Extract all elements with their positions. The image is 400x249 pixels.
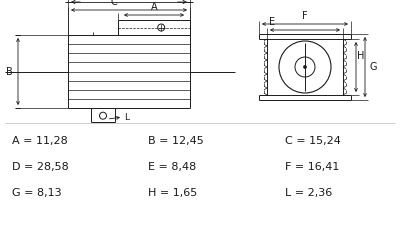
Text: G: G [369, 62, 376, 72]
Text: A: A [151, 2, 157, 12]
Circle shape [304, 65, 306, 68]
Text: A = 11,28: A = 11,28 [12, 136, 68, 146]
Text: E: E [269, 17, 275, 27]
Text: F: F [302, 11, 308, 21]
Text: E = 8,48: E = 8,48 [148, 162, 196, 172]
Text: L: L [124, 113, 129, 122]
Text: C: C [111, 0, 117, 7]
Text: G = 8,13: G = 8,13 [12, 188, 62, 198]
Text: C = 15,24: C = 15,24 [285, 136, 341, 146]
Text: B = 12,45: B = 12,45 [148, 136, 204, 146]
Text: F = 16,41: F = 16,41 [285, 162, 339, 172]
Text: D = 28,58: D = 28,58 [12, 162, 69, 172]
Text: H: H [357, 51, 364, 61]
Text: H = 1,65: H = 1,65 [148, 188, 197, 198]
Text: B: B [6, 66, 13, 76]
Text: L = 2,36: L = 2,36 [285, 188, 332, 198]
